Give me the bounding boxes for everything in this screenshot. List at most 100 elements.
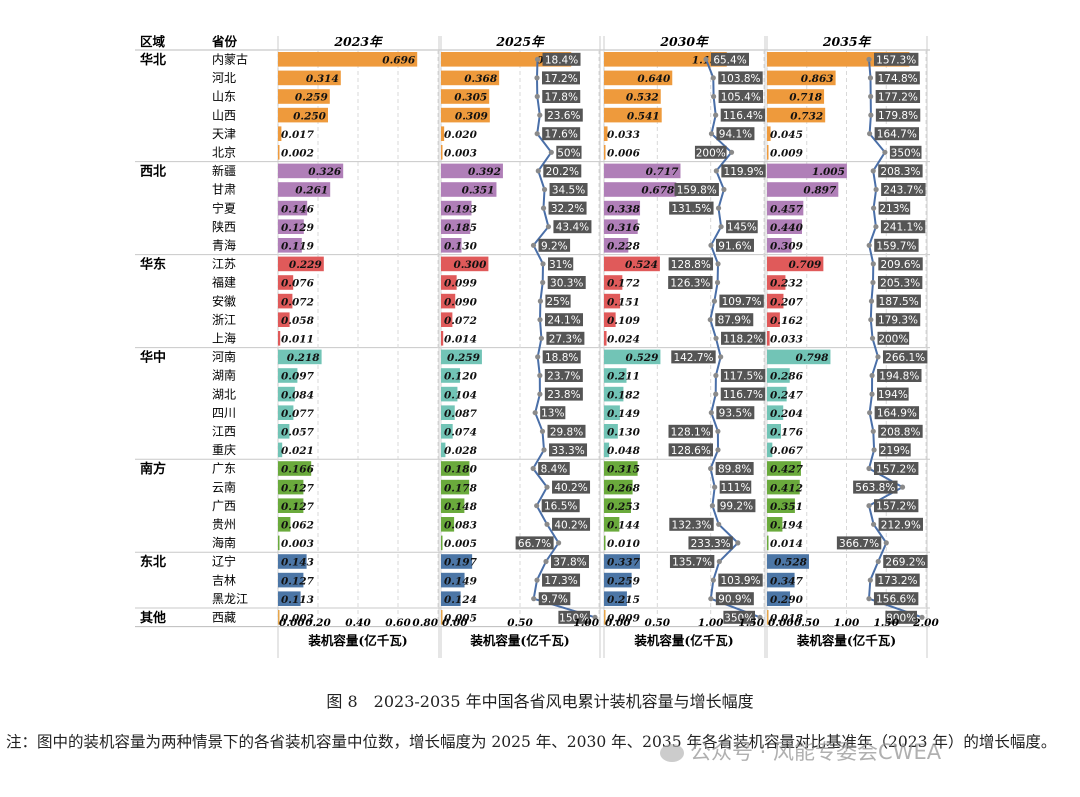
bar-value-label: 0.104 — [444, 389, 477, 401]
growth-point — [708, 596, 714, 602]
growth-point — [592, 614, 598, 620]
bar — [278, 461, 312, 476]
growth-point — [534, 503, 540, 509]
growth-label-box — [715, 313, 754, 327]
growth-label: 8.4% — [541, 464, 568, 476]
growth-label-box — [715, 592, 754, 606]
bar — [604, 107, 662, 123]
province-label: 辽宁 — [212, 554, 236, 569]
region-label: 华北 — [140, 52, 166, 68]
growth-point — [718, 224, 724, 230]
bar-value-label: 0.326 — [308, 166, 342, 178]
growth-point — [711, 298, 718, 304]
bar — [604, 442, 610, 458]
x-tick-label: 0.50 — [645, 617, 671, 629]
growth-label-box — [544, 108, 583, 122]
bar-value-label: 0.193 — [444, 203, 477, 215]
bar-value-label: 0.211 — [607, 371, 640, 383]
growth-point — [538, 335, 545, 341]
province-label: 内蒙古 — [212, 52, 248, 67]
growth-label-box — [538, 238, 571, 252]
growth-point — [883, 540, 889, 546]
bar — [441, 405, 455, 420]
bar — [441, 610, 443, 625]
bar — [278, 331, 281, 346]
bar — [441, 163, 503, 179]
bar — [441, 275, 457, 290]
bar-value-label: 0.146 — [281, 203, 315, 215]
bar — [767, 554, 809, 569]
province-label: 安徽 — [212, 293, 236, 308]
growth-label: 93.5% — [719, 408, 752, 420]
growth-label: 94.1% — [719, 129, 752, 141]
growth-label: 241.1% — [883, 222, 923, 234]
bar-value-label: 0.067 — [770, 445, 804, 457]
growth-label-box — [723, 610, 755, 624]
panel-year-title: 2023年 — [333, 34, 383, 49]
growth-label-box — [885, 610, 917, 624]
growth-label: 25% — [546, 296, 569, 308]
growth-point — [531, 596, 537, 602]
growth-point — [715, 205, 722, 211]
growth-label: 157.3% — [876, 54, 916, 66]
growth-label-box — [875, 313, 921, 327]
province-label: 广西 — [212, 499, 236, 513]
bar — [604, 386, 624, 402]
growth-label: 105.4% — [721, 92, 761, 104]
bar — [278, 479, 304, 495]
bar-value-label: 0.090 — [444, 296, 478, 308]
growth-label-box — [547, 424, 586, 438]
growth-point — [868, 112, 874, 118]
province-label: 江苏 — [212, 257, 236, 271]
growth-label: 159.8% — [677, 185, 717, 197]
growth-label: 18.4% — [545, 54, 578, 66]
bar-value-label: 0.020 — [444, 129, 478, 141]
growth-point — [540, 279, 546, 286]
bar — [278, 163, 344, 179]
bar-value-label: 0.300 — [454, 259, 488, 271]
x-tick-label: 1.00 — [834, 617, 860, 629]
bar — [441, 182, 497, 197]
x-tick-label: 2.00 — [912, 617, 939, 629]
growth-label-box — [720, 108, 766, 122]
growth-label: 16.5% — [544, 501, 577, 513]
growth-label: 563.8% — [855, 482, 895, 494]
bar — [278, 517, 291, 532]
growth-label-box — [877, 276, 923, 289]
bar-value-label: 0.232 — [770, 278, 803, 290]
growth-label-box — [538, 462, 570, 475]
bar — [767, 535, 769, 551]
bar-value-label: 0.897 — [803, 185, 837, 197]
bar-value-label: 0.130 — [607, 427, 641, 439]
bar — [278, 182, 331, 197]
bar-value-label: 0.109 — [607, 315, 641, 327]
growth-label-box — [718, 90, 763, 103]
growth-label: 40.2% — [554, 482, 587, 494]
bar-value-label: 0.149 — [607, 408, 641, 420]
bar-value-label: 0.261 — [295, 185, 328, 197]
growth-label: 213% — [879, 203, 909, 215]
bar-value-label: 0.178 — [444, 482, 478, 494]
bar — [604, 535, 606, 551]
growth-point — [537, 372, 543, 379]
bar — [767, 52, 910, 67]
growth-label: 66.7% — [518, 538, 551, 550]
growth-point — [867, 410, 873, 416]
bar-value-label: 0.127 — [281, 501, 315, 513]
province-label: 河北 — [212, 71, 236, 85]
bar-value-label: 0.002 — [281, 148, 314, 160]
bar-value-label: 0.253 — [607, 501, 640, 513]
bar-value-label: 0.166 — [281, 464, 315, 476]
x-axis-label: 装机容量(亿千瓦) — [307, 633, 407, 648]
bar-value-label: 0.099 — [444, 278, 478, 290]
growth-label: 157.2% — [876, 464, 916, 476]
bar-value-label: 0.127 — [281, 575, 315, 587]
growth-label-box — [875, 71, 920, 85]
bar-value-label: 0.002 — [281, 613, 314, 625]
bar-value-label: 0.009 — [770, 148, 804, 160]
bar-value-label: 0.717 — [646, 166, 680, 178]
province-label: 重庆 — [212, 443, 236, 457]
bar — [767, 238, 792, 253]
bar-value-label: 0.006 — [607, 148, 641, 160]
growth-label: 23.7% — [547, 371, 580, 383]
